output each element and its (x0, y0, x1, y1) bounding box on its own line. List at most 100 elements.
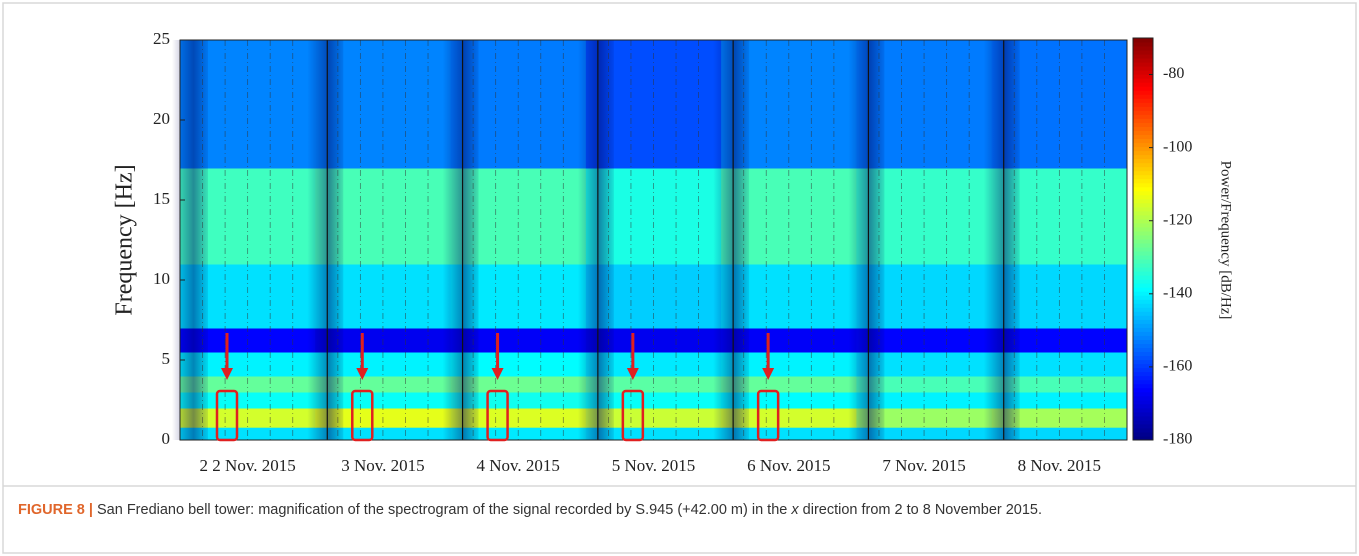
colorbar-slice (1133, 415, 1153, 421)
night-shade (577, 40, 614, 440)
colorbar-label: Power/Frequency [dB/Hz] (1218, 161, 1234, 320)
y-axis-label: Frequency [Hz] (112, 164, 138, 315)
colorbar-slice (1133, 98, 1153, 103)
colorbar-slice (1133, 178, 1153, 184)
colorbar-tick-label: -140 (1163, 284, 1192, 301)
caption: FIGURE 8 | San Frediano bell tower: magn… (18, 502, 1348, 518)
colorbar-slice (1133, 379, 1153, 385)
colorbar-slice (1133, 38, 1153, 43)
highlight-box (756, 389, 780, 442)
colorbar-slice (1133, 319, 1153, 324)
colorbar-slice (1133, 387, 1153, 393)
colorbar-tick-label: -120 (1163, 211, 1192, 228)
colorbar-slice (1133, 303, 1153, 308)
cell (856, 376, 993, 393)
x-tick-label: 2 2 Nov. 2015 (200, 456, 296, 475)
colorbar-slice (1133, 275, 1153, 280)
caption-text-end: direction from 2 to 8 November 2015. (798, 502, 1043, 518)
colorbar-tick-label: -180 (1163, 431, 1192, 448)
colorbar-slice (1133, 243, 1153, 248)
y-tick-label: 0 (162, 429, 171, 448)
night-shade (983, 40, 1020, 440)
y-tick-label: 5 (162, 349, 171, 368)
arrow-head (491, 368, 504, 380)
colorbar-slice (1133, 287, 1153, 292)
colorbar-slice (1133, 383, 1153, 389)
colorbar-slice (1133, 222, 1153, 228)
colorbar-slice (1133, 182, 1153, 188)
colorbar-slice (1133, 391, 1153, 397)
night-shade (307, 40, 344, 440)
y-tick-label: 15 (153, 189, 170, 208)
arrow-head (762, 368, 775, 380)
colorbar-frame (1132, 37, 1154, 441)
colorbar-slice (1133, 239, 1153, 244)
colorbar-slice (1133, 435, 1153, 441)
colorbar-slice (1133, 142, 1153, 148)
colorbar-slice (1133, 118, 1153, 123)
colorbar-slice (1133, 198, 1153, 204)
colorbar-slice (1133, 122, 1153, 127)
highlight-box (486, 389, 509, 442)
colorbar-slice (1133, 367, 1153, 373)
cell (315, 376, 452, 393)
colorbar-tick-label: -80 (1163, 65, 1184, 82)
arrow-head (626, 368, 639, 380)
colorbar-slice (1133, 427, 1153, 433)
colorbar-slice (1133, 130, 1153, 135)
colorbar-slice (1133, 194, 1153, 200)
cell (585, 376, 722, 393)
colorbar-slice (1133, 90, 1153, 95)
colorbar-slice (1133, 363, 1153, 369)
colorbar-slice (1133, 106, 1153, 111)
colorbar-slice (1133, 355, 1153, 361)
colorbar-slice (1133, 327, 1153, 332)
colorbar-slice (1133, 226, 1153, 232)
colorbar-slice (1133, 174, 1153, 180)
caption-label: FIGURE 8 | (18, 502, 93, 518)
colorbar-slice (1133, 190, 1153, 196)
colorbar-slice (1133, 54, 1153, 59)
colorbar-slice (1133, 375, 1153, 381)
night-shade (713, 40, 750, 440)
cell (450, 376, 587, 393)
colorbar-slice (1133, 46, 1153, 51)
colorbar-slice (1133, 247, 1153, 252)
colorbar-slice (1133, 283, 1153, 288)
cell (721, 376, 857, 393)
colorbar-slice (1133, 311, 1153, 316)
colorbar-slice (1133, 214, 1153, 220)
highlight-box (351, 389, 374, 442)
colorbar-slice (1133, 259, 1153, 264)
y-tick-label: 20 (153, 109, 170, 128)
colorbar-slice (1133, 78, 1153, 83)
night-shade (172, 40, 208, 440)
colorbar-slice (1133, 347, 1153, 353)
colorbar-slice (1133, 335, 1153, 340)
colorbar-slice (1133, 50, 1153, 55)
colorbar-slice (1133, 234, 1153, 240)
colorbar-slice (1133, 166, 1153, 172)
colorbar-slice (1133, 351, 1153, 357)
colorbar-slice (1133, 371, 1153, 377)
colorbar-slice (1133, 307, 1153, 312)
colorbar-slice (1133, 138, 1153, 144)
x-tick-label: 3 Nov. 2015 (341, 456, 424, 475)
colorbar-slice (1133, 411, 1153, 417)
y-tick-label: 10 (153, 269, 170, 288)
colorbar-slice (1133, 299, 1153, 304)
colorbar-slice (1133, 70, 1153, 75)
caption-italic: x (791, 502, 799, 518)
colorbar-slice (1133, 66, 1153, 71)
colorbar-slice (1133, 218, 1153, 224)
colorbar-slice (1133, 58, 1153, 63)
highlight-box (215, 389, 239, 442)
colorbar-slice (1133, 146, 1153, 152)
x-tick-label: 7 Nov. 2015 (882, 456, 965, 475)
colorbar-slice (1133, 230, 1153, 236)
colorbar-slice (1133, 271, 1153, 276)
arrow-head (221, 368, 233, 380)
colorbar-slice (1133, 339, 1153, 345)
plot-area (172, 39, 1128, 441)
